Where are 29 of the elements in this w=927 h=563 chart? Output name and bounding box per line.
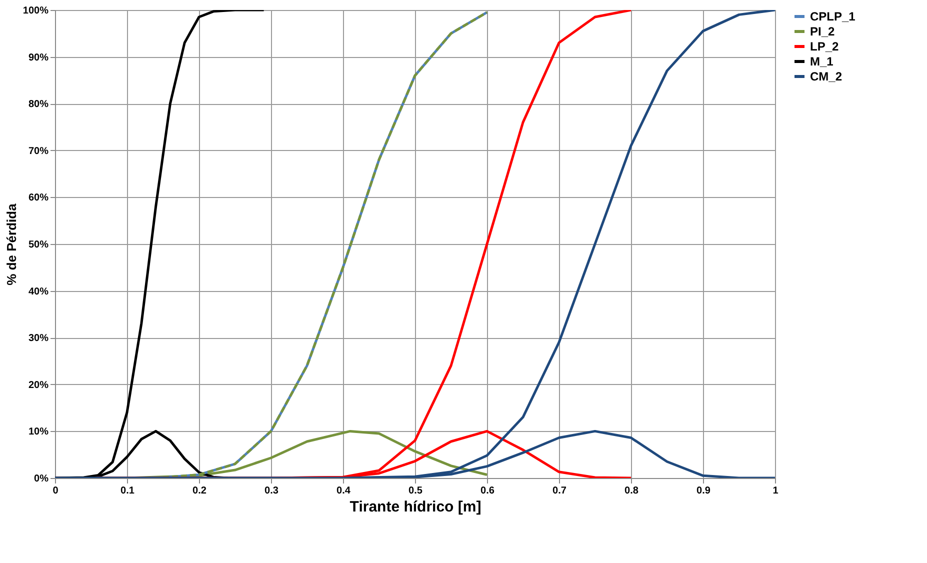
legend-label: CPLP_1 [810, 10, 856, 24]
y-tick-label: 100% [22, 6, 49, 16]
y-tick-label: 50% [28, 240, 49, 250]
x-tick-label: 1 [772, 486, 779, 496]
y-tick-label: 20% [28, 380, 49, 391]
x-tick-label: 0.8 [624, 486, 639, 496]
x-tick-label: 0.5 [408, 486, 423, 496]
y-tick-label: 60% [28, 192, 49, 204]
legend-label: LP_2 [810, 40, 840, 54]
x-tick-label: 0.9 [696, 486, 711, 496]
x-axis-title: Tirante hídrico [m] [350, 498, 482, 516]
y-tick-label: 90% [28, 52, 49, 64]
legend-label: PI_2 [810, 24, 836, 38]
legend-label: CM_2 [810, 70, 842, 84]
y-tick-label: 30% [28, 333, 49, 344]
y-tick-label: 40% [28, 286, 49, 298]
x-tick-label: 0.2 [192, 486, 207, 496]
y-axis-title: % de Pérdida [4, 202, 19, 286]
x-tick-label: 0.7 [552, 486, 567, 496]
y-tick-label: 10% [28, 426, 49, 438]
legend-label: M_1 [810, 54, 834, 68]
x-tick-label: 0.3 [264, 486, 279, 496]
y-tick-label: 70% [28, 146, 49, 157]
x-tick-label: 0.4 [336, 486, 351, 496]
y-tick-label: 80% [28, 99, 49, 110]
x-tick-label: 0.1 [120, 486, 135, 496]
y-tick-label: 0% [34, 474, 49, 484]
x-tick-label: 0 [52, 486, 59, 496]
x-tick-label: 0.6 [480, 486, 495, 496]
